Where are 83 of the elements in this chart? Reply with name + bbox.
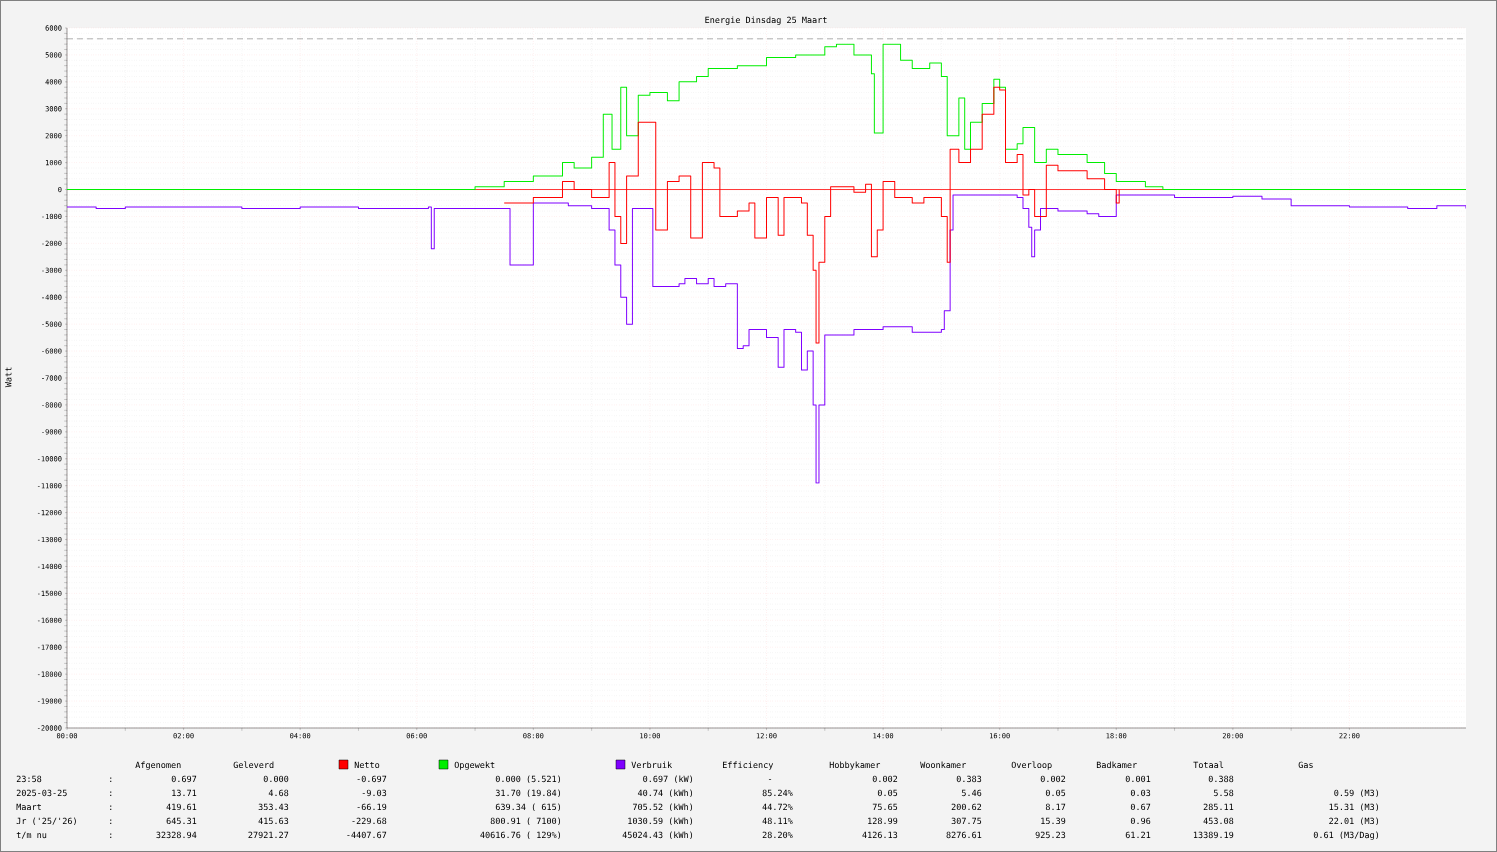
text: Afgenomen: [135, 761, 181, 770]
text: 23:58: [16, 775, 42, 783]
text: 639.34 ( 615): [495, 803, 561, 812]
text: 4126.13: [862, 831, 898, 839]
text: 415.63: [258, 817, 289, 825]
text: Maart: [16, 803, 41, 811]
text: 40.74 (kWh): [637, 789, 693, 798]
text: Jr ('25/'26): [16, 817, 76, 826]
text: -9.03: [362, 789, 387, 797]
text: 32328.94: [156, 831, 197, 839]
text: 15.31 (M3): [1329, 803, 1379, 812]
text: 44.72%: [762, 803, 793, 810]
chart-title: Energie Dinsdag 25 Maart: [705, 16, 827, 25]
text: 0.002: [1040, 775, 1066, 783]
text: 705.52 (kWh): [632, 803, 693, 812]
text: 128.99: [868, 817, 898, 825]
text: -229.68: [352, 817, 387, 825]
text: :: [110, 791, 112, 796]
text: 1030.59 (kWh): [628, 817, 693, 826]
text: 61.21: [1125, 831, 1151, 839]
text: :: [110, 805, 112, 810]
text: -4407.67: [347, 831, 387, 839]
text: :: [110, 819, 112, 824]
text: Geleverd: [233, 761, 274, 769]
text: 4.68: [268, 789, 289, 797]
legend-label: Netto: [354, 761, 380, 769]
text: 8.17: [1045, 803, 1066, 811]
text: 925.23: [1035, 831, 1066, 839]
legend-label: Opgewekt: [454, 761, 495, 770]
text: 15.39: [1041, 817, 1066, 825]
text: 13389.19: [1193, 831, 1234, 839]
text: 22.01 (M3): [1329, 817, 1379, 826]
text: 28.20%: [762, 831, 793, 839]
text: 85.24%: [762, 789, 793, 797]
text: Totaal: [1193, 761, 1224, 769]
text: 307.75: [951, 817, 982, 825]
text: 31.70 (19.84): [495, 789, 561, 798]
text: 453.08: [1203, 817, 1234, 825]
text: 2025-03-25: [16, 789, 67, 797]
text: Overloop: [1011, 761, 1052, 770]
text: 5.46: [961, 789, 982, 797]
text: 45024.43 (kWh): [622, 831, 693, 840]
text: 0.96: [1130, 817, 1151, 825]
text: -0.697: [357, 775, 387, 783]
text: 419.61: [166, 803, 197, 811]
text: 0.03: [1130, 789, 1151, 797]
text: Badkamer: [1096, 761, 1137, 769]
text: -66.19: [357, 803, 387, 811]
text: 0.383: [956, 775, 982, 783]
text: 5.58: [1213, 789, 1234, 797]
text: Gas: [1298, 761, 1313, 769]
y-axis-title: Watt: [5, 367, 12, 388]
text: 0.59 (M3): [1334, 789, 1379, 798]
text: 0.002: [872, 775, 898, 783]
text: 645.31: [166, 817, 197, 825]
text: t/m nu: [16, 831, 47, 839]
text: Efficiency: [723, 761, 774, 770]
text: 200.62: [951, 803, 982, 811]
text: 0.67: [1130, 803, 1151, 811]
text: 0.05: [1045, 789, 1066, 797]
text: 40616.76 ( 129%): [480, 831, 561, 840]
text: Hobbykamer: [829, 761, 881, 770]
text: Woonkamer: [920, 761, 966, 769]
text: 0.05: [877, 789, 898, 797]
text: 8276.61: [946, 831, 982, 839]
text: 800.91 ( 7100): [490, 817, 561, 826]
text: 48.11%: [762, 817, 793, 825]
text: 27921.27: [248, 831, 289, 839]
text: 0.000: [263, 775, 289, 783]
text: 285.11: [1203, 803, 1234, 811]
legend-label: Verbruik: [631, 761, 673, 769]
text: 0.697: [171, 775, 197, 783]
text: 0.000 (5.521): [495, 775, 561, 784]
text: :: [110, 777, 112, 782]
text: 0.388: [1208, 775, 1234, 783]
text: 75.65: [872, 803, 898, 811]
text: 353.43: [258, 803, 289, 811]
text: -: [768, 779, 772, 781]
text: 0.001: [1125, 775, 1151, 783]
text: :: [110, 833, 112, 838]
text: 13.71: [172, 789, 197, 797]
text: 0.697 (kW): [643, 775, 693, 784]
text: 0.61 (M3/Dag): [1313, 831, 1379, 840]
